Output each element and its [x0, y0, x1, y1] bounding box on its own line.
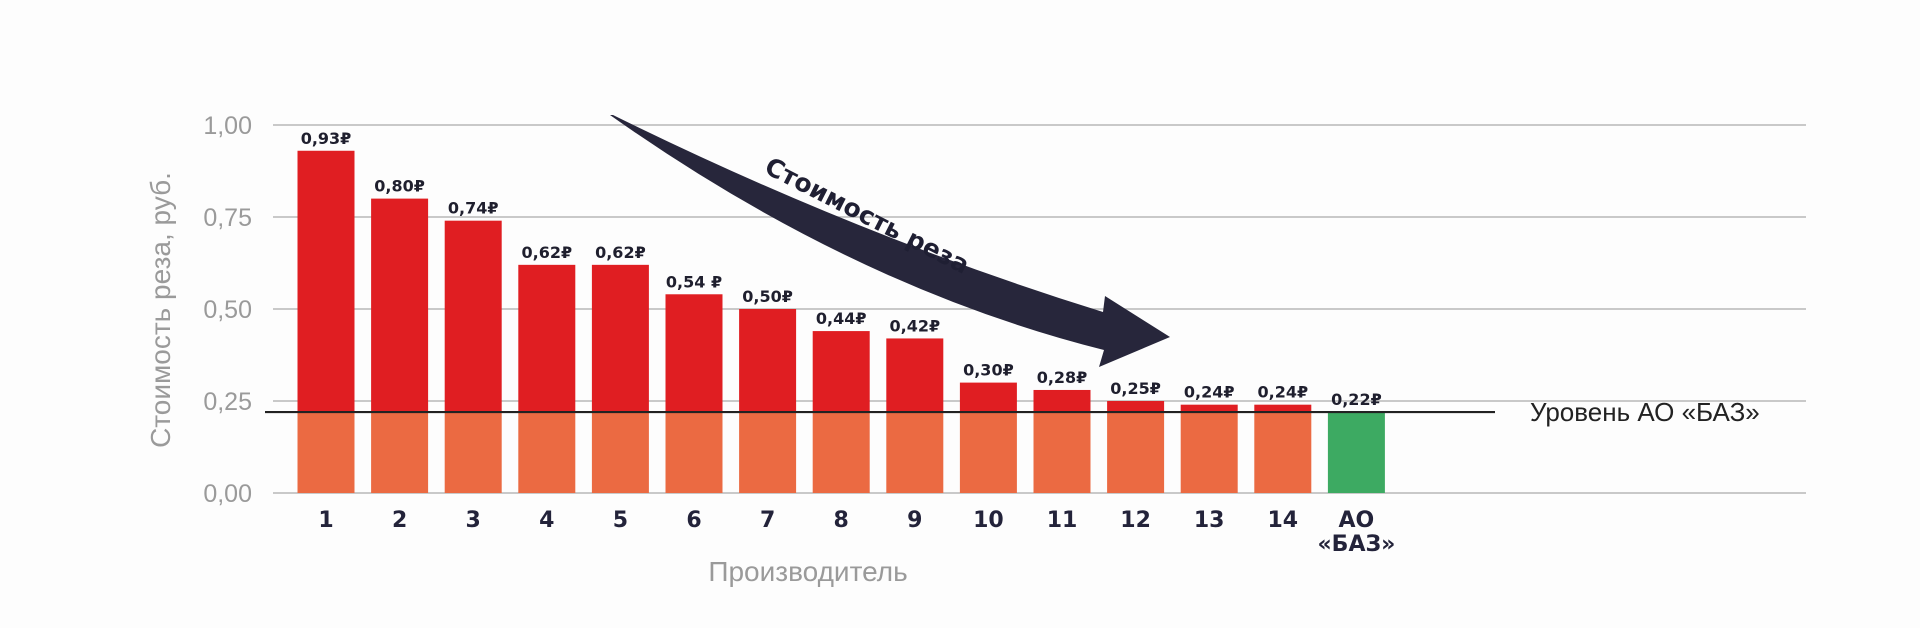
data-label: 0,25₽ — [1110, 379, 1161, 398]
data-label: 0,28₽ — [1037, 368, 1088, 387]
bar — [812, 331, 870, 413]
x-tick-label: АО — [1339, 508, 1375, 533]
x-tick-label: 10 — [973, 508, 1004, 533]
data-label: 0,50₽ — [742, 287, 793, 306]
bar-base — [1107, 412, 1165, 493]
bar — [518, 264, 576, 413]
bar-base — [886, 412, 944, 493]
x-axis-label: Производитель — [708, 556, 907, 587]
x-tick-label: 1 — [318, 508, 333, 533]
trend-arrow-shape — [610, 115, 1170, 367]
y-tick-label: 0,00 — [203, 480, 252, 508]
x-tick-label: 14 — [1267, 508, 1298, 533]
bar — [591, 264, 649, 413]
bar — [1107, 401, 1165, 413]
bar — [444, 220, 502, 413]
data-label: 0,24₽ — [1184, 383, 1235, 402]
bar-base — [297, 412, 355, 493]
bar-base — [665, 412, 723, 493]
data-label: 0,62₽ — [595, 243, 646, 262]
data-label: 0,74₽ — [448, 199, 499, 218]
bar — [1033, 389, 1091, 413]
data-label: 0,42₽ — [889, 316, 940, 335]
bar — [739, 309, 797, 413]
x-tick-label: «БАЗ» — [1317, 532, 1395, 557]
data-label: 0,80₽ — [374, 177, 425, 196]
bar — [371, 198, 429, 413]
bar-highlight — [1327, 412, 1385, 493]
data-label: 0,62₽ — [521, 243, 572, 262]
data-label: 0,44₽ — [816, 309, 867, 328]
x-tick-label: 3 — [466, 508, 481, 533]
y-tick-label: 0,50 — [203, 296, 252, 324]
bar-base — [739, 412, 797, 493]
reference-line-label: Уровень АО «БАЗ» — [1530, 397, 1760, 427]
data-label: 0,93₽ — [301, 129, 352, 148]
x-tick-label: 4 — [539, 508, 554, 533]
x-tick-label: 6 — [686, 508, 701, 533]
x-tick-label: 12 — [1120, 508, 1151, 533]
x-tick-label: 11 — [1047, 508, 1078, 533]
x-tick-label: 2 — [392, 508, 407, 533]
bar — [959, 382, 1017, 413]
bar-base — [1033, 412, 1091, 493]
bar — [297, 150, 355, 413]
bar-base — [959, 412, 1017, 493]
data-label: 0,24₽ — [1257, 383, 1308, 402]
data-labels: 0,93₽ 0,80₽ 0,74₽ 0,62₽ 0,62₽ 0,54 ₽ 0,50₽ 0,44… — [301, 129, 1382, 409]
bar-base — [1254, 412, 1312, 493]
x-tick-label: 5 — [613, 508, 628, 533]
data-label: 0,54 ₽ — [666, 272, 722, 291]
reference-line-group: Уровень АО «БАЗ» — [265, 397, 1760, 427]
bar-base — [591, 412, 649, 493]
y-axis-ticks: 0,00 0,25 0,50 0,75 1,00 — [203, 112, 252, 508]
y-tick-label: 0,25 — [203, 388, 252, 416]
bar-base — [371, 412, 429, 493]
bar-base — [518, 412, 576, 493]
y-axis-label: Стоимость реза, руб. — [145, 172, 176, 448]
data-label: 0,22₽ — [1331, 390, 1382, 409]
x-tick-label: 7 — [760, 508, 775, 533]
bar — [886, 338, 944, 413]
x-tick-label: 8 — [834, 508, 849, 533]
bars — [297, 150, 1385, 493]
bar-base — [1180, 412, 1238, 493]
y-tick-label: 0,75 — [203, 204, 252, 232]
y-tick-label: 1,00 — [203, 112, 252, 140]
x-axis-ticks: 1 2 3 4 5 6 7 8 9 10 11 12 13 14 АО«БАЗ» — [318, 508, 1395, 557]
x-tick-label: 9 — [907, 508, 922, 533]
bar — [665, 294, 723, 413]
bar — [1254, 404, 1312, 413]
bar-base — [812, 412, 870, 493]
bar — [1180, 404, 1238, 413]
data-label: 0,30₽ — [963, 361, 1014, 380]
x-tick-label: 13 — [1194, 508, 1225, 533]
bar-base — [444, 412, 502, 493]
